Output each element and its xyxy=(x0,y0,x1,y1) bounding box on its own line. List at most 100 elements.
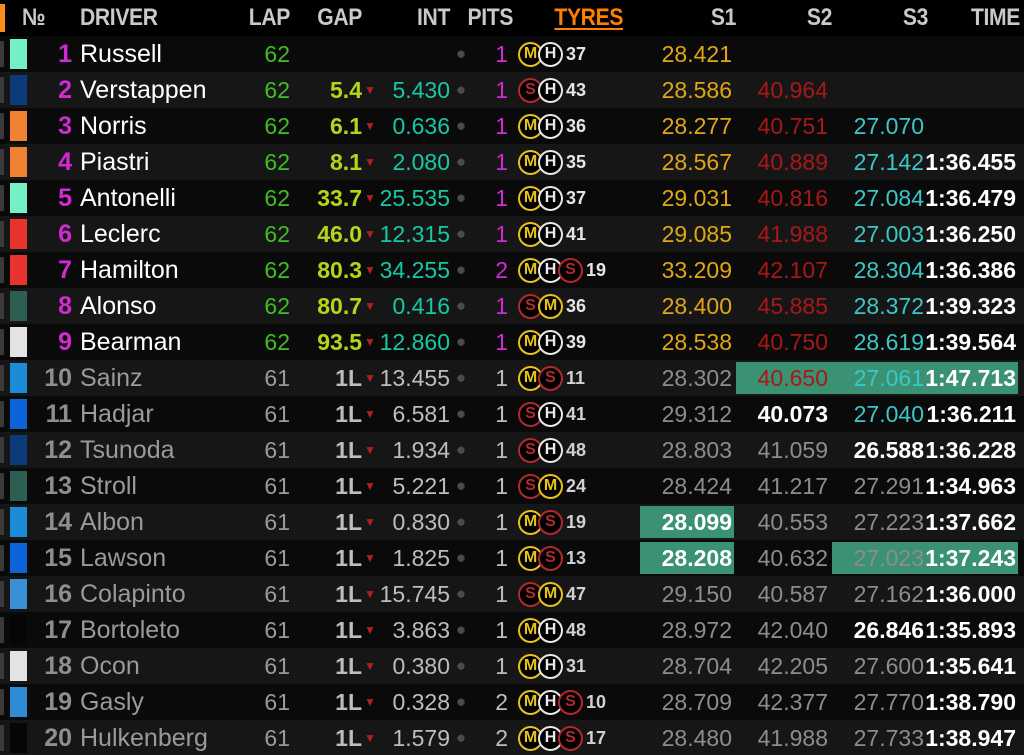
pit-stop-count: 1 xyxy=(495,365,508,391)
interval-value: 13.455 xyxy=(379,365,450,391)
table-row[interactable]: 9 Bearman 62 93.5 ▼ 12.860 ● 1 M H 39 28.538 40.650 2… xyxy=(0,324,1024,463)
table-row[interactable]: 2 Verstappen 62 5.4 ▼ 5.430 ● 1 S H 43 28.586 40.751… xyxy=(0,72,1024,211)
driver-name[interactable]: Tsunoda xyxy=(80,436,175,464)
tyre-stints[interactable]: M H 37 xyxy=(518,36,646,72)
tyre-stints[interactable]: S H 48 xyxy=(518,432,646,468)
driver-name[interactable]: Bearman xyxy=(80,328,182,356)
driver-name[interactable]: Sainz xyxy=(80,364,143,392)
driver-name[interactable]: Ocon xyxy=(80,652,140,680)
table-row[interactable]: 12 Tsunoda 61 1L ▼ 1.934 ● 1 S H 48 28.803 41.217 27.… xyxy=(0,432,1024,571)
gap-trend-icon: ▼ xyxy=(364,479,376,493)
gap-trend-icon: ▼ xyxy=(364,83,376,97)
table-row[interactable]: 20Hulkenberg611L▼1.579●2MHS1728.48043.56… xyxy=(0,720,1024,755)
driver-name[interactable]: Piastri xyxy=(80,148,150,176)
row-edge-marker xyxy=(0,401,4,427)
sector1-time: 33.209 xyxy=(661,257,732,283)
driver-name[interactable]: Albon xyxy=(80,508,144,536)
medium-tyre-icon: M xyxy=(538,293,563,319)
table-row[interactable]: 16 Colapinto 61 1L ▼ 15.745 ● 1 S M 47 29.150 42.040… xyxy=(0,576,1024,715)
tyre-stints[interactable]: M S 11 xyxy=(518,360,646,396)
driver-position: 6 xyxy=(58,220,72,248)
medium-tyre-icon: M xyxy=(538,473,563,499)
table-row[interactable]: 11 Hadjar 61 1L ▼ 6.581 ● 1 S H 41 29.312 41.059 27.2… xyxy=(0,396,1024,535)
tyre-stints[interactable]: M H S 17 xyxy=(518,720,646,755)
driver-name[interactable]: Colapinto xyxy=(80,580,186,608)
table-row[interactable]: 1 Russell 62 ● 1 M H 37 28.421 40.964 27.070 1:36.4… xyxy=(0,36,1024,175)
tyre-stints[interactable]: M H 41 xyxy=(518,216,646,252)
fastest-highlight xyxy=(736,362,1018,394)
table-row[interactable]: 7 Hamilton 62 80.3 ▼ 34.255 ● 2 M H S 19 33.209 45.88… xyxy=(0,252,1024,391)
driver-name[interactable]: Norris xyxy=(80,112,147,140)
driver-name[interactable]: Verstappen xyxy=(80,76,207,104)
driver-name[interactable]: Leclerc xyxy=(80,220,161,248)
sector1-time: 28.421 xyxy=(661,41,732,67)
tyre-stints[interactable]: M H 48 xyxy=(518,612,646,648)
driver-name[interactable]: Russell xyxy=(80,40,162,68)
gap-value: 1L xyxy=(335,473,362,499)
column-header-lap[interactable]: LAP xyxy=(248,4,291,31)
driver-name[interactable]: Hulkenberg xyxy=(80,724,208,752)
lap-time: 1:38.790 xyxy=(925,689,1016,715)
tyre-stints[interactable]: M H 37 xyxy=(518,180,646,216)
lap-count: 61 xyxy=(264,401,290,427)
table-row[interactable]: 4 Piastri 62 8.1 ▼ 2.080 ● 1 M H 35 28.567 40.816 27.… xyxy=(0,144,1024,283)
column-header-s1[interactable]: S1 xyxy=(710,4,736,31)
tyre-stints[interactable]: M H 35 xyxy=(518,144,646,180)
tyre-stints[interactable]: M H 36 xyxy=(518,108,646,144)
table-row[interactable]: 8 Alonso 62 80.7 ▼ 0.416 ● 1 S M 36 28.400 40.750 27.… xyxy=(0,288,1024,427)
gap-value: 1L xyxy=(335,581,362,607)
sector1-time: 28.586 xyxy=(661,77,732,103)
table-row[interactable]: 17 Bortoleto 61 1L ▼ 3.863 ● 1 M H 48 28.972 42.205 2… xyxy=(0,612,1024,751)
column-header-int[interactable]: INT xyxy=(417,4,450,31)
driver-name[interactable]: Lawson xyxy=(80,544,167,572)
interval-value: 0.830 xyxy=(392,509,450,535)
lap-count: 61 xyxy=(264,689,290,715)
driver-name[interactable]: Gasly xyxy=(80,688,144,716)
column-header-pits[interactable]: PITS xyxy=(467,4,514,31)
column-header-tyres[interactable]: TYRES xyxy=(554,4,624,31)
pit-stop-count: 1 xyxy=(495,509,508,535)
column-header-s3[interactable]: S3 xyxy=(902,4,928,31)
lap-time: 1:36.000 xyxy=(925,581,1016,607)
tyre-stints[interactable]: S H 41 xyxy=(518,396,646,432)
driver-name[interactable]: Stroll xyxy=(80,472,137,500)
team-color-bar xyxy=(10,291,27,321)
column-header-gap[interactable]: GAP xyxy=(317,4,362,31)
table-row[interactable]: 19Gasly611L▼0.328●2MHS1028.70941.98827.4… xyxy=(0,684,1024,751)
lap-count: 62 xyxy=(264,221,290,247)
row-edge-marker xyxy=(0,653,4,679)
table-row[interactable]: 10 Sainz 61 1L ▼ 13.455 ● 1 M S 11 28.302 40.073 26.5… xyxy=(0,360,1024,499)
column-header-s2[interactable]: S2 xyxy=(806,4,832,31)
tyre-stints[interactable]: M H S 19 xyxy=(518,252,646,288)
tyre-stints[interactable]: S H 43 xyxy=(518,72,646,108)
table-row[interactable]: 14 Albon 61 1L ▼ 0.830 ● 1 M S 19 28.099 40.632 27.16… xyxy=(0,504,1024,643)
column-header-driver[interactable]: DRIVER xyxy=(80,4,158,31)
table-row[interactable]: 5 Antonelli 62 33.7 ▼ 25.535 ● 1 M H 37 29.031 41.98… xyxy=(0,180,1024,319)
medium-tyre-icon: M xyxy=(518,113,543,139)
tyre-stints[interactable]: S M 36 xyxy=(518,288,646,324)
driver-name[interactable]: Hamilton xyxy=(80,256,179,284)
gap-trend-icon: ▼ xyxy=(364,227,376,241)
tyre-stints[interactable]: M H 39 xyxy=(518,324,646,360)
table-row[interactable]: 3 Norris 62 6.1 ▼ 0.636 ● 1 M H 36 28.277 40.889 27.0… xyxy=(0,108,1024,247)
driver-name[interactable]: Antonelli xyxy=(80,184,176,212)
tyre-stints[interactable]: S M 47 xyxy=(518,576,646,612)
tyre-stint-laps: 31 xyxy=(566,655,587,676)
table-row[interactable]: 13 Stroll 61 1L ▼ 5.221 ● 1 S M 24 28.424 40.553 27.0… xyxy=(0,468,1024,607)
table-row[interactable]: 6 Leclerc 62 46.0 ▼ 12.315 ● 1 M H 41 29.085 42.107 2… xyxy=(0,216,1024,355)
driver-name[interactable]: Alonso xyxy=(80,292,157,320)
tyre-stints[interactable]: M H S 10 xyxy=(518,684,646,720)
driver-name[interactable]: Bortoleto xyxy=(80,616,181,644)
hard-tyre-icon: H xyxy=(538,653,563,679)
tyre-stints[interactable]: M S 13 xyxy=(518,540,646,576)
table-row[interactable]: 15 Lawson 61 1L ▼ 1.825 ● 1 M S 13 28.208 40.587 26.8… xyxy=(0,540,1024,679)
column-header-number[interactable]: № xyxy=(22,4,46,31)
column-header-time[interactable]: TIME xyxy=(970,4,1020,31)
tyre-stints[interactable]: M H 31 xyxy=(518,648,646,684)
sector2-time: 40.750 xyxy=(757,329,828,355)
driver-name[interactable]: Hadjar xyxy=(80,400,154,428)
tyre-stints[interactable]: M S 19 xyxy=(518,504,646,540)
sector3-time: 27.023 xyxy=(853,545,924,571)
table-row[interactable]: 18 Ocon 61 1L ▼ 0.380 ● 1 M H 31 28.704 42.377 27.733… xyxy=(0,648,1024,751)
tyre-stints[interactable]: S M 24 xyxy=(518,468,646,504)
